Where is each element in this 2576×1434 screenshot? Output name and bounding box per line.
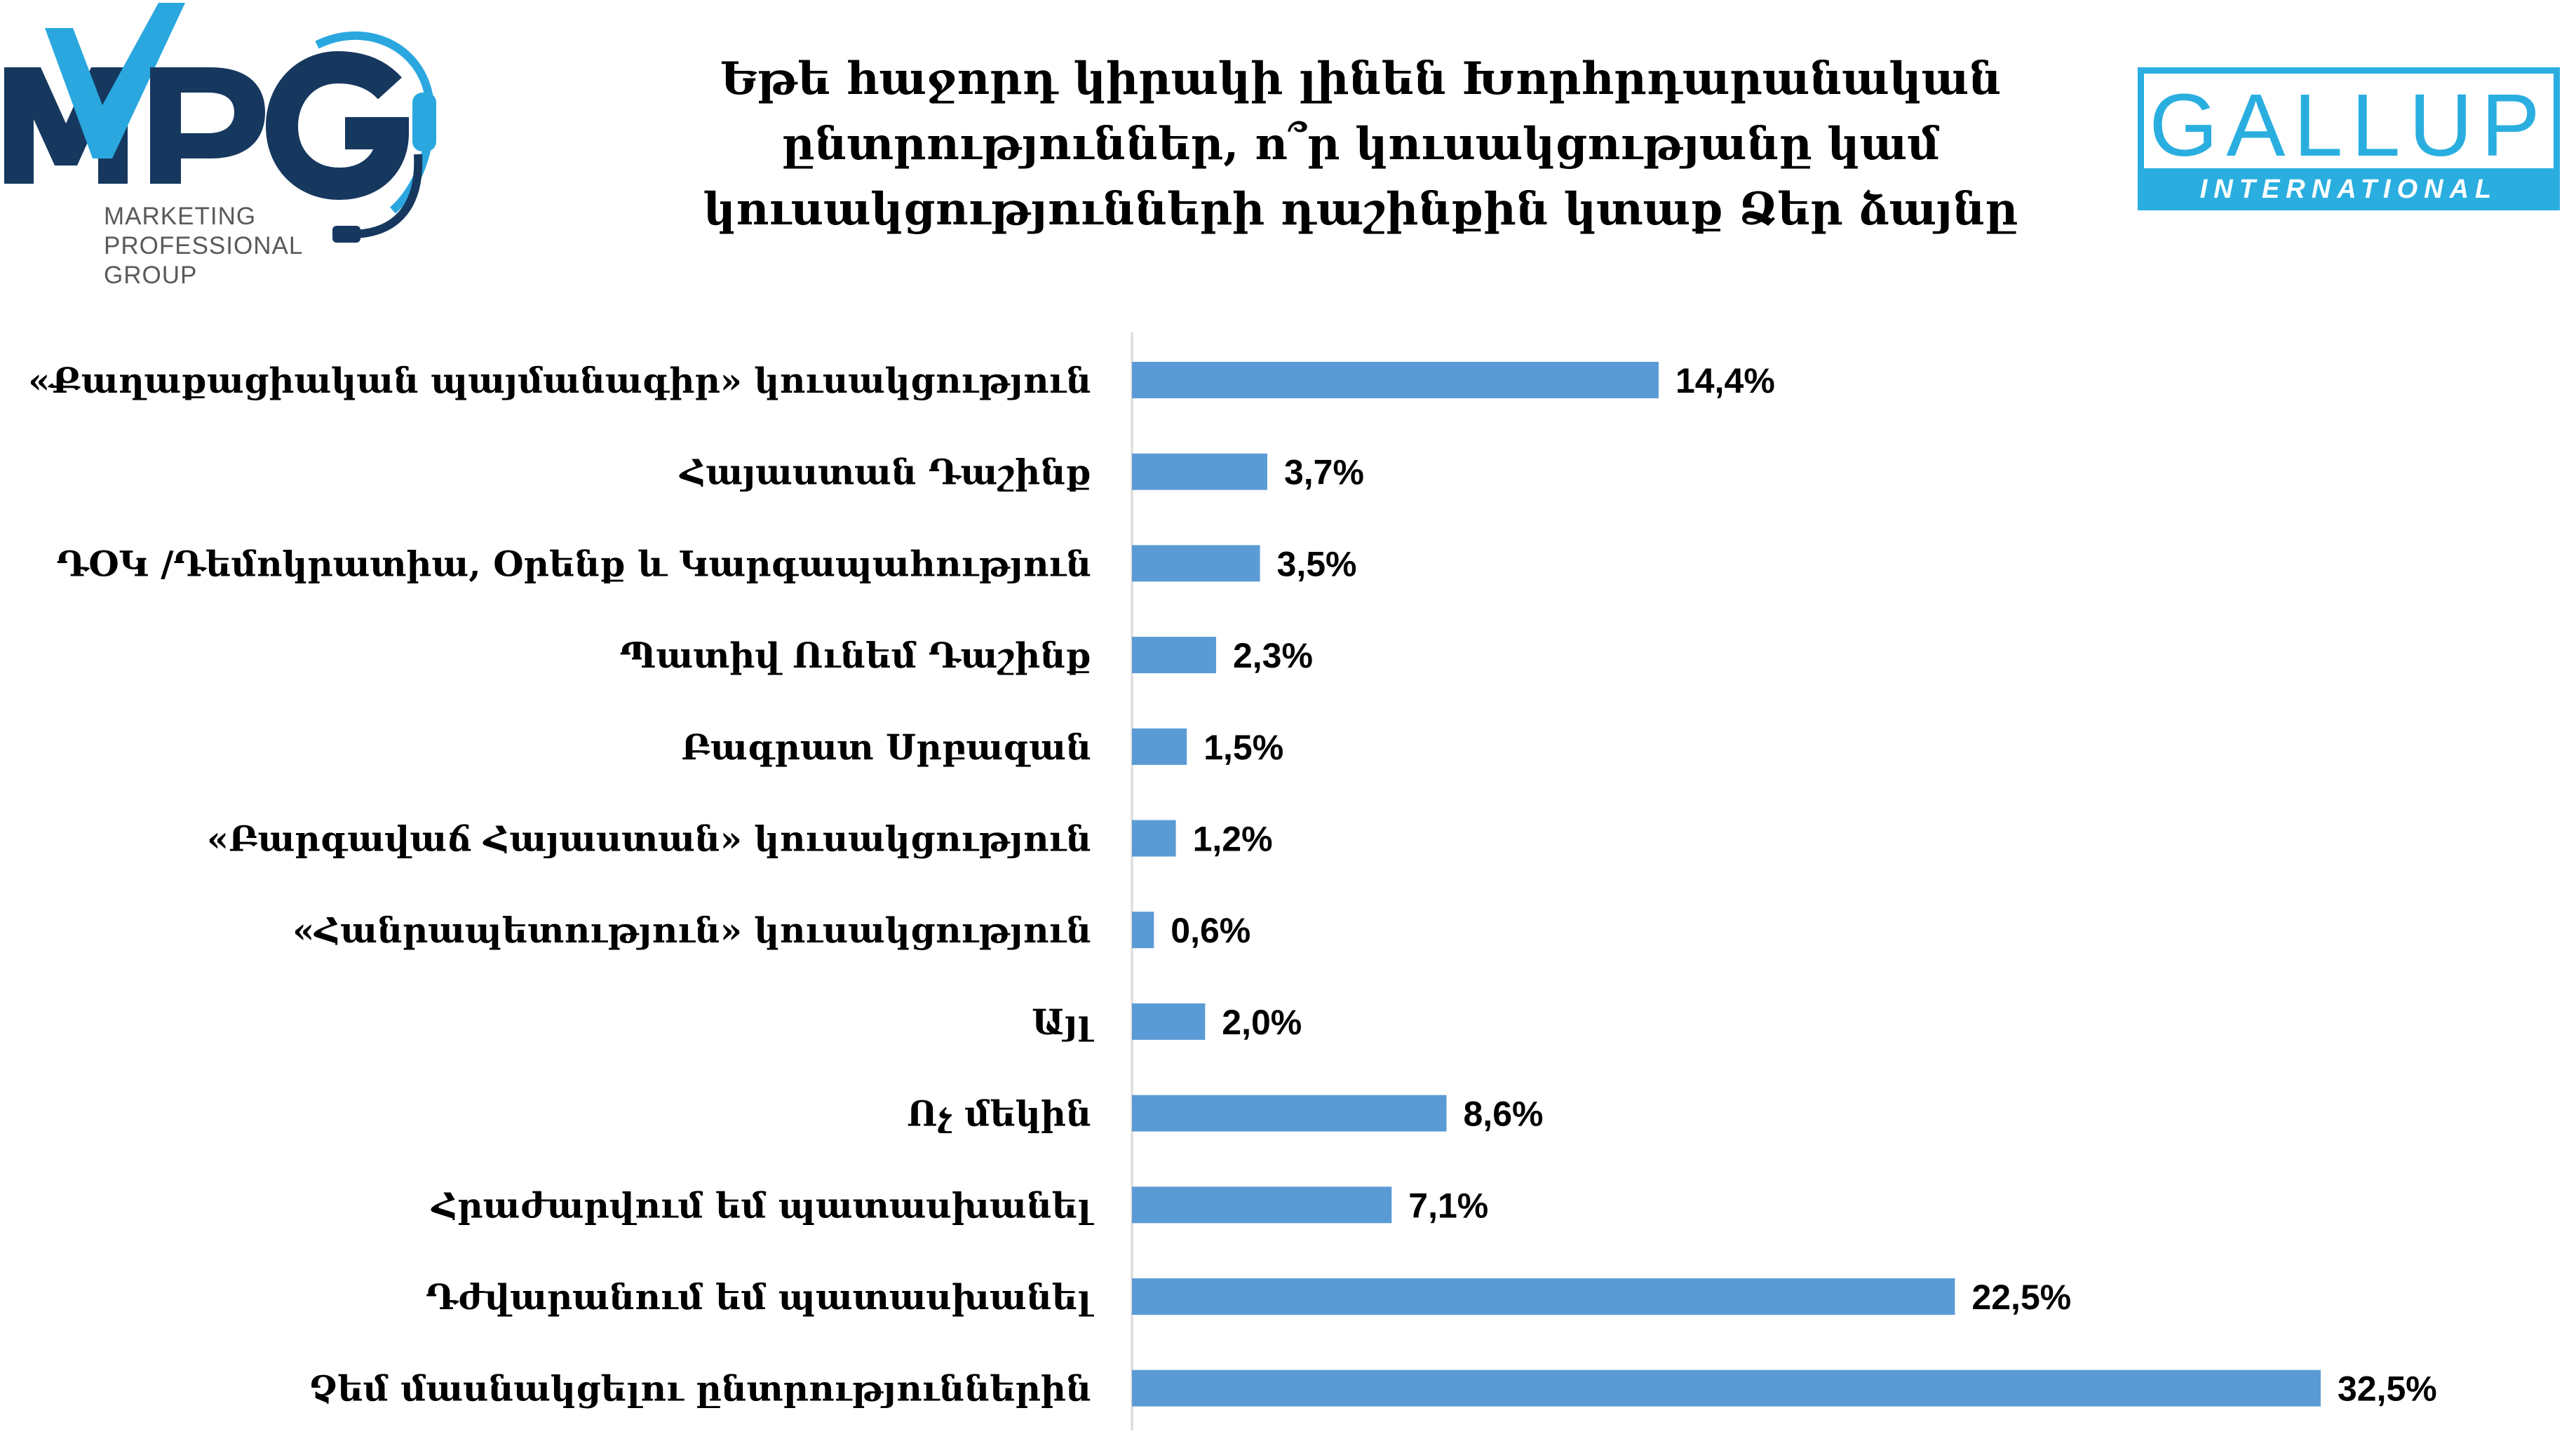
data-label: 7,1% xyxy=(1408,1186,1488,1225)
chart-title: Եթե հաջորդ կիրակի լինեն Խորհրդարանական ը… xyxy=(673,46,2048,242)
mpg-subtitle-line: GROUP xyxy=(104,262,198,289)
mpg-subtitle: MARKETING PROFESSIONAL GROUP xyxy=(104,202,303,290)
bar xyxy=(1132,728,1187,765)
category-label: «Հանրապետություն» կուսակցություն xyxy=(292,909,1091,951)
category-label: Այլ xyxy=(1032,1001,1094,1043)
data-label: 22,5% xyxy=(1971,1278,2071,1317)
bar xyxy=(1132,362,1659,398)
gallup-frame xyxy=(2138,67,2560,210)
mpg-headset-mic xyxy=(350,154,423,238)
gallup-wordmark: GALLUP xyxy=(2149,76,2549,175)
bar xyxy=(1132,453,1267,490)
category-label: Չեմ մասնակցելու ընտրություններին xyxy=(309,1368,1091,1409)
chart-title-line: ընտրություններ, ո՞ր կուսակցությանը կամ xyxy=(781,118,1940,170)
data-label: 14,4% xyxy=(1675,361,1775,400)
bar xyxy=(1132,1003,1206,1040)
category-label: Հայաստան Դաշինք xyxy=(679,452,1091,493)
mpg-logo xyxy=(4,3,436,243)
gallup-international-band: INTERNATIONAL xyxy=(2138,168,2560,210)
bar xyxy=(1132,820,1176,857)
data-label: 3,5% xyxy=(1277,544,1357,583)
category-label: Հրաժարվում եմ պատասխանել xyxy=(431,1184,1094,1226)
bars-group: «Քաղաքացիական պայմանագիր» կուսակցություն… xyxy=(28,360,2437,1409)
data-label: 1,5% xyxy=(1203,728,1283,767)
data-label: 1,2% xyxy=(1193,820,1273,859)
chart-title-line: կուսակցությունների դաշինքին կտաք Ձեր ձայ… xyxy=(703,183,2018,236)
mpg-subtitle-line: MARKETING xyxy=(104,203,257,230)
bar xyxy=(1132,1186,1392,1224)
data-label: 8,6% xyxy=(1464,1095,1544,1134)
category-label: «Քաղաքացիական պայմանագիր» կուսակցություն xyxy=(28,360,1091,401)
bar xyxy=(1132,1095,1447,1132)
mpg-headset-ear xyxy=(412,93,436,151)
category-label: Դժվարանում եմ պատասխանել xyxy=(426,1276,1094,1318)
mpg-letter-p xyxy=(150,67,265,184)
mpg-subtitle-line: PROFESSIONAL xyxy=(104,232,304,259)
bar xyxy=(1132,545,1260,582)
category-label: «Բարգավաճ Հայաստան» կուսակցություն xyxy=(207,818,1091,860)
category-label: Բագրատ Սրբազան xyxy=(682,726,1091,768)
mpg-letter-g xyxy=(265,50,410,201)
category-label: Պատիվ Ունեմ Դաշինք xyxy=(620,635,1091,676)
bar xyxy=(1132,1278,1955,1315)
category-label: ԴՕԿ /Դեմոկրատիա, Օրենք և Կարգապահություն xyxy=(57,543,1091,584)
data-label: 32,5% xyxy=(2338,1369,2437,1409)
data-label: 2,3% xyxy=(1233,636,1313,675)
mpg-checkmark xyxy=(45,3,185,158)
category-label: Ոչ մեկին xyxy=(907,1093,1091,1135)
chart-title-line: Եթե հաջորդ կիրակի լինեն Խորհրդարանական xyxy=(720,53,2002,105)
data-label: 0,6% xyxy=(1171,911,1250,950)
bar xyxy=(1132,912,1154,949)
bar xyxy=(1132,1369,2321,1407)
data-label: 2,0% xyxy=(1222,1003,1302,1042)
mpg-headset-mic-tip xyxy=(332,226,360,243)
gallup-international-logo: GALLUP INTERNATIONAL xyxy=(2138,67,2560,213)
bar xyxy=(1132,637,1216,674)
data-label: 3,7% xyxy=(1284,453,1364,492)
